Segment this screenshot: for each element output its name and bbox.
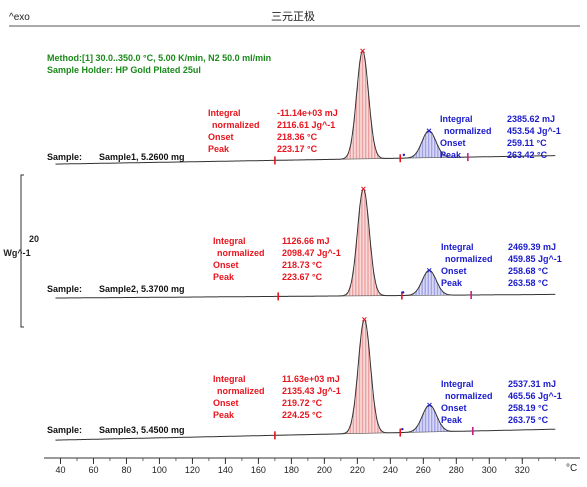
x-tick-label: 320 xyxy=(515,465,530,475)
minor-peak-value: 2385.62 mJ xyxy=(507,114,555,124)
minor-peak-label: Peak xyxy=(441,415,463,425)
peak-marker xyxy=(361,186,366,192)
x-tick-label: 200 xyxy=(317,465,332,475)
x-tick-label: 40 xyxy=(55,465,65,475)
sample-label: Sample: xyxy=(47,284,82,294)
main-peak-value: 223.17 °C xyxy=(277,144,318,154)
scale-bar xyxy=(20,174,24,328)
sample-name: Sample1, 5.2600 mg xyxy=(99,152,185,162)
minor-peak-value: 259.11 °C xyxy=(507,138,547,148)
main-peak-value: 218.36 °C xyxy=(277,132,318,142)
minor-peak-value: 2537.31 mJ xyxy=(508,379,556,389)
sample-name: Sample3, 5.4500 mg xyxy=(99,425,185,435)
main-peak-label: Peak xyxy=(213,272,235,282)
minor-peak-label: Peak xyxy=(441,278,463,288)
minor-peak-label: Integral xyxy=(441,242,474,252)
peak-marker xyxy=(360,48,365,54)
main-peak-label: Peak xyxy=(208,144,230,154)
minor-peak-label: Peak xyxy=(440,150,462,160)
minor-peak-value: 263.58 °C xyxy=(508,278,549,288)
main-peak-label: Onset xyxy=(208,132,234,142)
onset-marker xyxy=(401,291,405,294)
sample-name: Sample2, 5.3700 mg xyxy=(99,284,185,294)
main-peak-value: 11.63e+03 mJ xyxy=(282,374,340,384)
main-peak-label: Integral xyxy=(213,374,246,384)
x-axis-ticks: 40 60 80 100 120 140 160 180 200 220 240 260 280 300 3… xyxy=(55,458,556,475)
minor-peak-value: 263.42 °C xyxy=(507,150,548,160)
scale-bar-value: 20 xyxy=(29,234,39,244)
x-tick-label: 300 xyxy=(482,465,497,475)
main-peak-value: 2135.43 Jg^-1 xyxy=(282,386,341,396)
minor-peak-value: 465.56 Jg^-1 xyxy=(508,391,562,401)
onset-marker xyxy=(402,153,406,157)
minor-peak-value: 453.54 Jg^-1 xyxy=(507,126,561,136)
main-peak-value: 219.72 °C xyxy=(282,398,323,408)
main-peak-label: normalized xyxy=(217,248,265,258)
scale-bar-unit: Wg^-1 xyxy=(3,248,30,258)
x-axis-unit: °C xyxy=(566,463,577,474)
minor-peak-value: 258.19 °C xyxy=(508,403,549,413)
x-tick-label: 120 xyxy=(185,465,200,475)
x-tick-label: 220 xyxy=(350,465,365,475)
peak-marker xyxy=(427,402,432,408)
exo-direction-label: ^exo xyxy=(9,12,30,23)
minor-peak-label: normalized xyxy=(445,254,493,264)
main-peak-value: 223.67 °C xyxy=(282,272,323,282)
main-peak-label: Onset xyxy=(213,398,239,408)
annotations-layer: Sample: Sample1, 5.2600 mg Integral -11.14e… xyxy=(47,108,562,435)
peak-marker xyxy=(426,128,432,134)
method-line: Method:[1] 30.0..350.0 °C, 5.00 K/min, N… xyxy=(47,53,271,63)
x-tick-label: 80 xyxy=(121,465,131,475)
minor-peak-label: normalized xyxy=(445,391,493,401)
main-peak-label: Peak xyxy=(213,410,235,420)
x-tick-label: 60 xyxy=(88,465,98,475)
minor-peak-label: Integral xyxy=(441,379,474,389)
minor-peak-label: normalized xyxy=(444,126,492,136)
minor-peak-value: 459.85 Jg^-1 xyxy=(508,254,562,264)
main-peak-label: Integral xyxy=(208,108,241,118)
minor-peak-label: Integral xyxy=(440,114,473,124)
x-tick-label: 180 xyxy=(284,465,299,475)
dsc-curve-Sample1 xyxy=(55,50,556,165)
main-peak-value: 2098.47 Jg^-1 xyxy=(282,248,341,258)
curves-layer xyxy=(55,48,556,441)
main-peak-value: 224.25 °C xyxy=(282,410,323,420)
sample-holder-line: Sample Holder: HP Gold Plated 25ul xyxy=(47,65,201,75)
x-tick-label: 100 xyxy=(152,465,167,475)
chart-title: 三元正极 xyxy=(271,9,315,23)
sample-label: Sample: xyxy=(47,425,82,435)
minor-peak-value: 263.75 °C xyxy=(508,415,549,425)
main-peak-label: normalized xyxy=(212,120,260,130)
main-peak-label: Integral xyxy=(213,236,246,246)
minor-peak-label: Onset xyxy=(441,403,467,413)
main-peak-value: 2116.61 Jg^-1 xyxy=(277,120,335,130)
onset-marker xyxy=(401,427,404,431)
x-tick-label: 240 xyxy=(383,465,398,475)
minor-peak-label: Onset xyxy=(440,138,466,148)
main-peak-value: 1126.66 mJ xyxy=(282,236,330,246)
x-tick-label: 280 xyxy=(449,465,464,475)
main-peak-label: normalized xyxy=(217,386,265,396)
main-peak-value: 218.73 °C xyxy=(282,260,323,270)
minor-peak-value: 258.68 °C xyxy=(508,266,549,276)
x-tick-label: 260 xyxy=(416,465,431,475)
peak-marker xyxy=(426,267,432,273)
x-tick-label: 140 xyxy=(218,465,233,475)
main-peak-value: -11.14e+03 mJ xyxy=(277,108,338,118)
minor-peak-label: Onset xyxy=(441,266,467,276)
x-tick-label: 160 xyxy=(251,465,266,475)
main-peak-label: Onset xyxy=(213,260,239,270)
dsc-curve-Sample2 xyxy=(55,188,556,299)
minor-peak-value: 2469.39 mJ xyxy=(508,242,556,252)
sample-label: Sample: xyxy=(47,152,82,162)
peak-marker xyxy=(362,317,367,322)
